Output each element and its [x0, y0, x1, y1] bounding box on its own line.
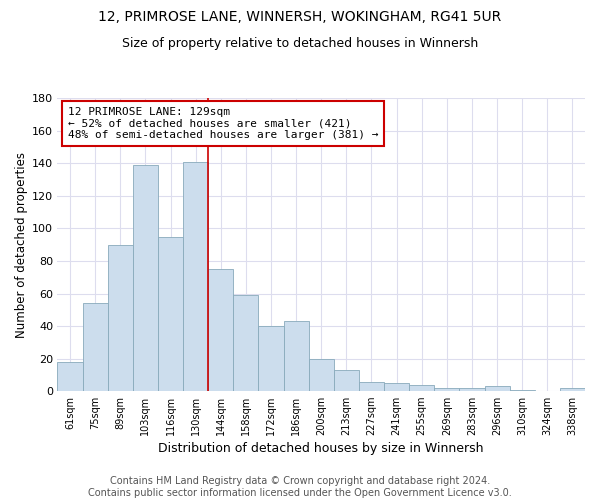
Bar — [359, 382, 384, 392]
Bar — [434, 388, 460, 392]
Bar — [485, 386, 509, 392]
Bar — [560, 388, 585, 392]
Bar — [334, 370, 359, 392]
Bar — [409, 385, 434, 392]
Text: 12, PRIMROSE LANE, WINNERSH, WOKINGHAM, RG41 5UR: 12, PRIMROSE LANE, WINNERSH, WOKINGHAM, … — [98, 10, 502, 24]
Text: 12 PRIMROSE LANE: 129sqm
← 52% of detached houses are smaller (421)
48% of semi-: 12 PRIMROSE LANE: 129sqm ← 52% of detach… — [68, 107, 379, 140]
Bar — [233, 295, 259, 392]
Bar — [58, 362, 83, 392]
Bar — [460, 388, 485, 392]
Bar — [183, 162, 208, 392]
Bar — [284, 322, 308, 392]
Bar — [158, 236, 183, 392]
Y-axis label: Number of detached properties: Number of detached properties — [15, 152, 28, 338]
Text: Contains HM Land Registry data © Crown copyright and database right 2024.
Contai: Contains HM Land Registry data © Crown c… — [88, 476, 512, 498]
X-axis label: Distribution of detached houses by size in Winnersh: Distribution of detached houses by size … — [158, 442, 484, 455]
Bar — [509, 390, 535, 392]
Text: Size of property relative to detached houses in Winnersh: Size of property relative to detached ho… — [122, 38, 478, 51]
Bar — [384, 383, 409, 392]
Bar — [259, 326, 284, 392]
Bar — [133, 165, 158, 392]
Bar — [83, 304, 108, 392]
Bar — [108, 244, 133, 392]
Bar — [308, 359, 334, 392]
Bar — [208, 269, 233, 392]
